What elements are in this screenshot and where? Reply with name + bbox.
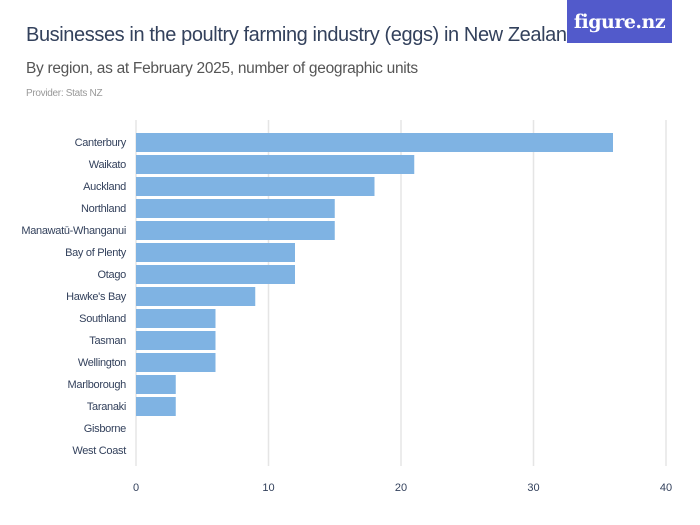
category-label: Otago: [98, 269, 127, 281]
category-label: Tasman: [89, 335, 126, 347]
category-label: Taranaki: [87, 401, 126, 413]
category-label: Bay of Plenty: [65, 247, 127, 259]
bar: [136, 397, 176, 416]
bar: [136, 177, 375, 196]
bar: [136, 309, 216, 328]
bar: [136, 353, 216, 372]
category-label: Wellington: [78, 357, 126, 369]
category-label: Northland: [81, 203, 126, 215]
x-tick-label: 10: [262, 482, 274, 494]
chart-title: Businesses in the poultry farming indust…: [26, 24, 578, 46]
bar: [136, 155, 415, 174]
bar: [136, 287, 256, 306]
x-tick-label: 0: [133, 482, 139, 494]
x-tick-label: 30: [527, 482, 539, 494]
provider-label: Provider: Stats NZ: [26, 88, 103, 99]
bar: [136, 243, 295, 262]
bar: [136, 199, 335, 218]
category-label: West Coast: [72, 445, 126, 457]
category-label: Gisborne: [84, 423, 126, 435]
category-label: Southland: [79, 313, 126, 325]
figure-nz-logo[interactable]: figure.nz: [567, 0, 672, 43]
category-label: Manawatū-Whanganui: [21, 225, 126, 237]
category-label: Hawke's Bay: [66, 291, 127, 303]
bar: [136, 375, 176, 394]
x-tick-label: 40: [660, 482, 672, 494]
category-label: Auckland: [83, 181, 126, 193]
bar: [136, 331, 216, 350]
chart-subtitle: By region, as at February 2025, number o…: [26, 60, 418, 77]
bar: [136, 133, 613, 152]
category-label: Marlborough: [68, 379, 127, 391]
category-label: Canterbury: [75, 137, 127, 149]
category-label: Waikato: [89, 159, 126, 171]
bar: [136, 221, 335, 240]
x-tick-label: 20: [395, 482, 407, 494]
bar: [136, 265, 295, 284]
